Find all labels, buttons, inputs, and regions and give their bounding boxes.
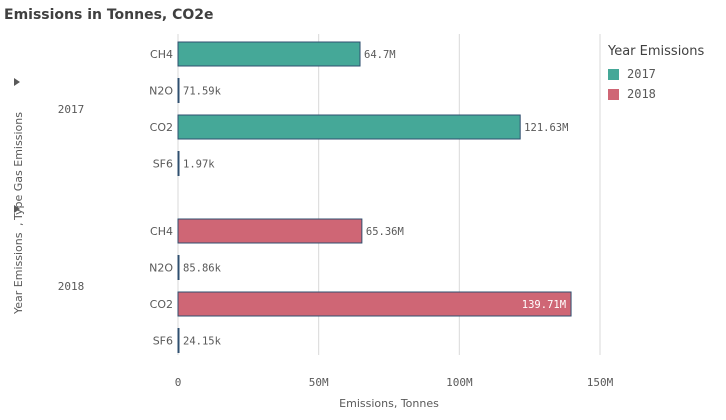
y-axis-label-part-2: Type Gas Emissions: [12, 112, 25, 221]
legend-swatch-2018: [608, 88, 619, 100]
x-tick-label: 100M: [446, 376, 473, 389]
bar-2018-ch4[interactable]: [177, 218, 363, 244]
category-label: CH4: [150, 225, 173, 238]
data-label: 64.7M: [364, 49, 396, 61]
data-label: 121.63M: [524, 122, 568, 134]
legend-swatch-2017: [608, 68, 619, 80]
x-tick-label: 50M: [309, 376, 329, 389]
labels-layer: 0 50M 100M 150M CH4 64.7M N2O 71.59k CO2 121.63M S…: [58, 48, 614, 389]
chart-title: Emissions in Tonnes, CO2e: [4, 7, 214, 23]
category-label: SF6: [153, 158, 173, 171]
data-label: 139.71M: [522, 299, 566, 311]
x-axis-label: Emissions, Tonnes: [339, 397, 439, 410]
data-label: 85.86k: [183, 263, 222, 275]
bar-2018-n2o[interactable]: [177, 255, 180, 280]
legend-label: 2017: [627, 67, 656, 81]
data-label: 65.36M: [366, 226, 404, 238]
x-tick-label: 0: [175, 376, 182, 389]
bar-2018-co2[interactable]: [177, 291, 572, 317]
legend: Year Emissions 2017 2018: [608, 44, 704, 107]
bar-2018-sf6[interactable]: [177, 328, 180, 353]
bar-2017-ch4[interactable]: [177, 41, 361, 67]
x-tick-label: 150M: [587, 376, 614, 389]
category-label: CO2: [150, 121, 173, 134]
category-label: N2O: [149, 262, 173, 275]
category-label: N2O: [149, 85, 173, 98]
category-label: SF6: [153, 335, 173, 348]
axes-layer: Emissions, Tonnes Year Emissions , Type …: [12, 78, 439, 410]
category-label: CH4: [150, 48, 173, 61]
bar-2017-co2[interactable]: [177, 114, 521, 140]
legend-item-2017[interactable]: 2017: [608, 67, 704, 81]
data-label: 24.15k: [183, 336, 222, 348]
data-label: 71.59k: [183, 86, 222, 98]
year-group-label: 2018: [58, 280, 85, 293]
y-axis-label-part-1: Year Emissions: [12, 232, 25, 315]
year-group-label: 2017: [58, 103, 85, 116]
legend-label: 2018: [627, 87, 656, 101]
dimension-arrow-icon[interactable]: [14, 205, 20, 213]
legend-title: Year Emissions: [608, 44, 705, 59]
bar-2017-n2o[interactable]: [177, 78, 180, 103]
y-axis-label-sep: ,: [12, 223, 25, 227]
bar-2017-sf6[interactable]: [177, 151, 180, 176]
dimension-arrow-icon[interactable]: [14, 78, 20, 86]
category-label: CO2: [150, 298, 173, 311]
data-label: 1.97k: [183, 159, 215, 171]
bars-layer[interactable]: [177, 41, 572, 353]
y-axis-label[interactable]: Year Emissions , Type Gas Emissions: [12, 112, 25, 315]
legend-item-2018[interactable]: 2018: [608, 87, 704, 101]
